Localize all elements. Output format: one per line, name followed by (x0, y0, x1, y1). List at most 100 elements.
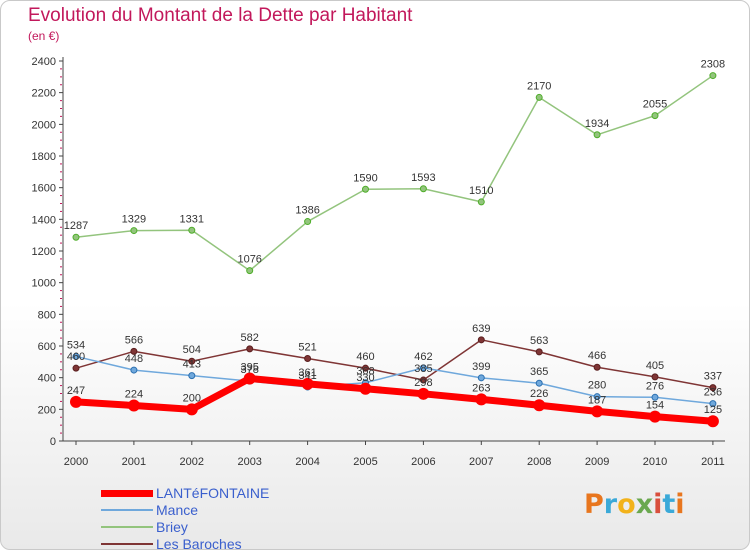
data-point (709, 400, 717, 408)
data-label: 2055 (643, 99, 667, 111)
logo-letter: i (653, 489, 663, 520)
y-tick-label: 600 (38, 341, 56, 353)
data-label: 1076 (237, 254, 261, 266)
data-label: 534 (67, 339, 85, 351)
data-point (304, 355, 312, 363)
data-label: 405 (646, 360, 664, 372)
data-point (417, 387, 430, 400)
data-label: 504 (183, 344, 201, 356)
x-tick-label: 2001 (122, 456, 146, 468)
data-label: 385 (414, 363, 432, 375)
data-label: 399 (472, 361, 490, 373)
x-tick-label: 2009 (585, 456, 609, 468)
logo-letter: P (584, 489, 604, 520)
data-point (535, 379, 543, 387)
data-label: 1510 (469, 185, 493, 197)
data-label: 1329 (122, 214, 146, 226)
data-point (72, 352, 80, 360)
data-point (419, 364, 427, 372)
x-tick-label: 2011 (701, 456, 725, 468)
data-label: 395 (241, 361, 259, 373)
data-point (477, 198, 485, 206)
data-point (301, 377, 314, 390)
legend-item: Briey (101, 519, 331, 536)
data-point (591, 405, 604, 418)
data-label: 224 (125, 389, 143, 401)
data-point (130, 227, 138, 235)
logo-letter: o (617, 489, 636, 520)
y-tick-label: 2000 (32, 119, 56, 131)
data-label: 280 (588, 380, 606, 392)
data-label: 1331 (180, 213, 204, 225)
proxiti-logo: Proxiti (584, 489, 685, 520)
data-point (243, 372, 256, 385)
data-point (130, 366, 138, 374)
legend-item: Mance (101, 502, 331, 519)
data-point (593, 131, 601, 139)
y-tick-label: 400 (38, 373, 56, 385)
logo-letter: t (662, 489, 676, 520)
y-tick-label: 2400 (32, 56, 56, 68)
y-tick-label: 1600 (32, 183, 56, 195)
data-label: 125 (704, 404, 722, 416)
data-point (649, 410, 661, 423)
data-label: 368 (356, 366, 374, 378)
legend-item: Les Baroches (101, 536, 331, 550)
y-tick-label: 1800 (32, 151, 56, 163)
data-point (593, 363, 601, 371)
data-point (362, 364, 369, 372)
data-point (651, 112, 659, 120)
y-tick-label: 1400 (32, 214, 56, 226)
data-label: 460 (67, 351, 85, 363)
data-label: 361 (298, 367, 316, 379)
y-tick-label: 200 (38, 404, 56, 416)
data-label: 1590 (353, 172, 377, 184)
data-point (475, 393, 488, 406)
data-point (706, 415, 719, 428)
data-point (593, 393, 601, 401)
data-point (477, 336, 485, 344)
data-point (188, 372, 196, 380)
data-label: 187 (588, 394, 606, 406)
series-line-les-baroches (75, 339, 714, 389)
data-label: 462 (414, 351, 432, 363)
legend: LANTéFONTAINE Mance Briey Les Baroches (101, 485, 331, 550)
data-point (72, 233, 80, 241)
logo-letter: r (603, 489, 618, 520)
data-point (188, 226, 196, 234)
chart-subtitle: (en €) (28, 29, 60, 43)
data-label: 1934 (585, 118, 609, 130)
data-label: 378 (241, 364, 259, 376)
data-label: 2308 (701, 59, 725, 71)
data-label: 1593 (411, 172, 435, 184)
data-label: 466 (588, 350, 606, 362)
data-point (419, 185, 427, 193)
data-label: 563 (530, 335, 548, 347)
x-tick-label: 2004 (295, 456, 319, 468)
y-tick-label: 1000 (32, 278, 56, 290)
x-tick-label: 2007 (469, 456, 493, 468)
data-label: 2170 (527, 80, 551, 92)
legend-label: Briey (156, 519, 188, 535)
data-label: 226 (530, 388, 548, 400)
data-label: 582 (241, 332, 259, 344)
x-tick-label: 2005 (353, 456, 377, 468)
data-label: 341 (298, 370, 316, 382)
logo-letter: x (635, 489, 654, 520)
legend-label: Les Baroches (156, 536, 242, 550)
series-line-mance (75, 355, 714, 405)
legend-label: LANTéFONTAINE (156, 485, 270, 501)
data-point (246, 345, 254, 353)
y-tick-label: 0 (50, 436, 56, 448)
data-label: 448 (125, 353, 143, 365)
y-tick-label: 800 (38, 309, 56, 321)
data-label: 337 (704, 371, 722, 383)
data-label: 298 (414, 377, 432, 389)
data-point (651, 393, 659, 401)
data-point (419, 376, 427, 384)
data-label: 200 (183, 392, 201, 404)
data-label: 521 (298, 342, 316, 354)
data-point (651, 373, 659, 381)
data-label: 365 (530, 366, 548, 378)
